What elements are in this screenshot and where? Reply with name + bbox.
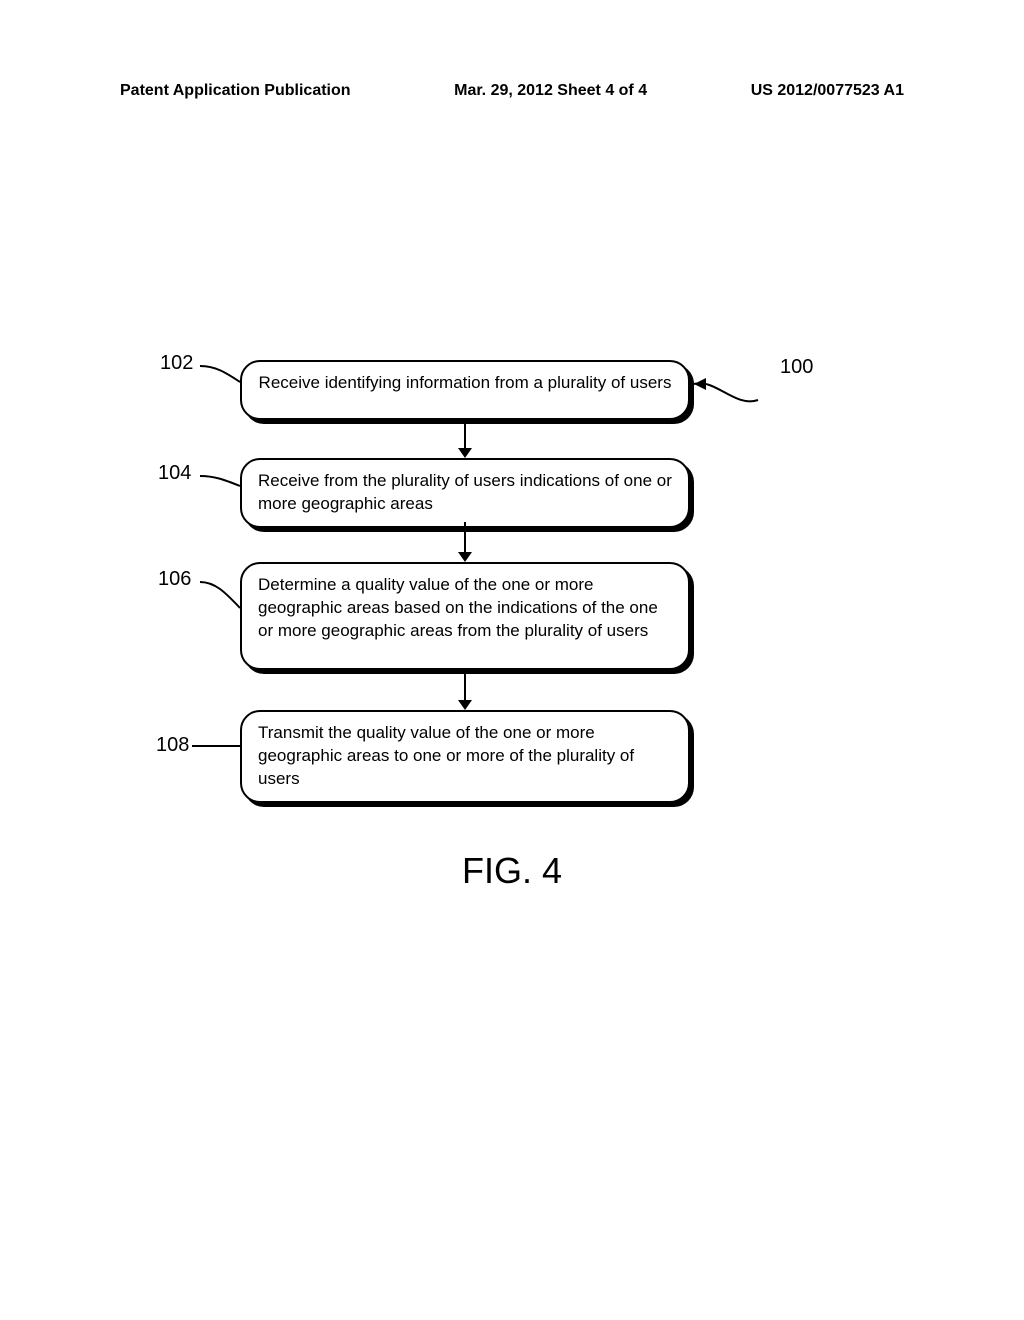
leader-line <box>200 476 240 486</box>
header-center: Mar. 29, 2012 Sheet 4 of 4 <box>454 82 647 100</box>
figure-label: FIG. 4 <box>0 850 1024 892</box>
leader-line <box>200 366 240 382</box>
page-header: Patent Application Publication Mar. 29, … <box>0 82 1024 100</box>
leader-arrowhead <box>694 378 706 390</box>
leaders-layer <box>0 360 1024 820</box>
header-right: US 2012/0077523 A1 <box>751 82 904 100</box>
leader-line <box>200 582 240 608</box>
header-left: Patent Application Publication <box>120 82 351 100</box>
